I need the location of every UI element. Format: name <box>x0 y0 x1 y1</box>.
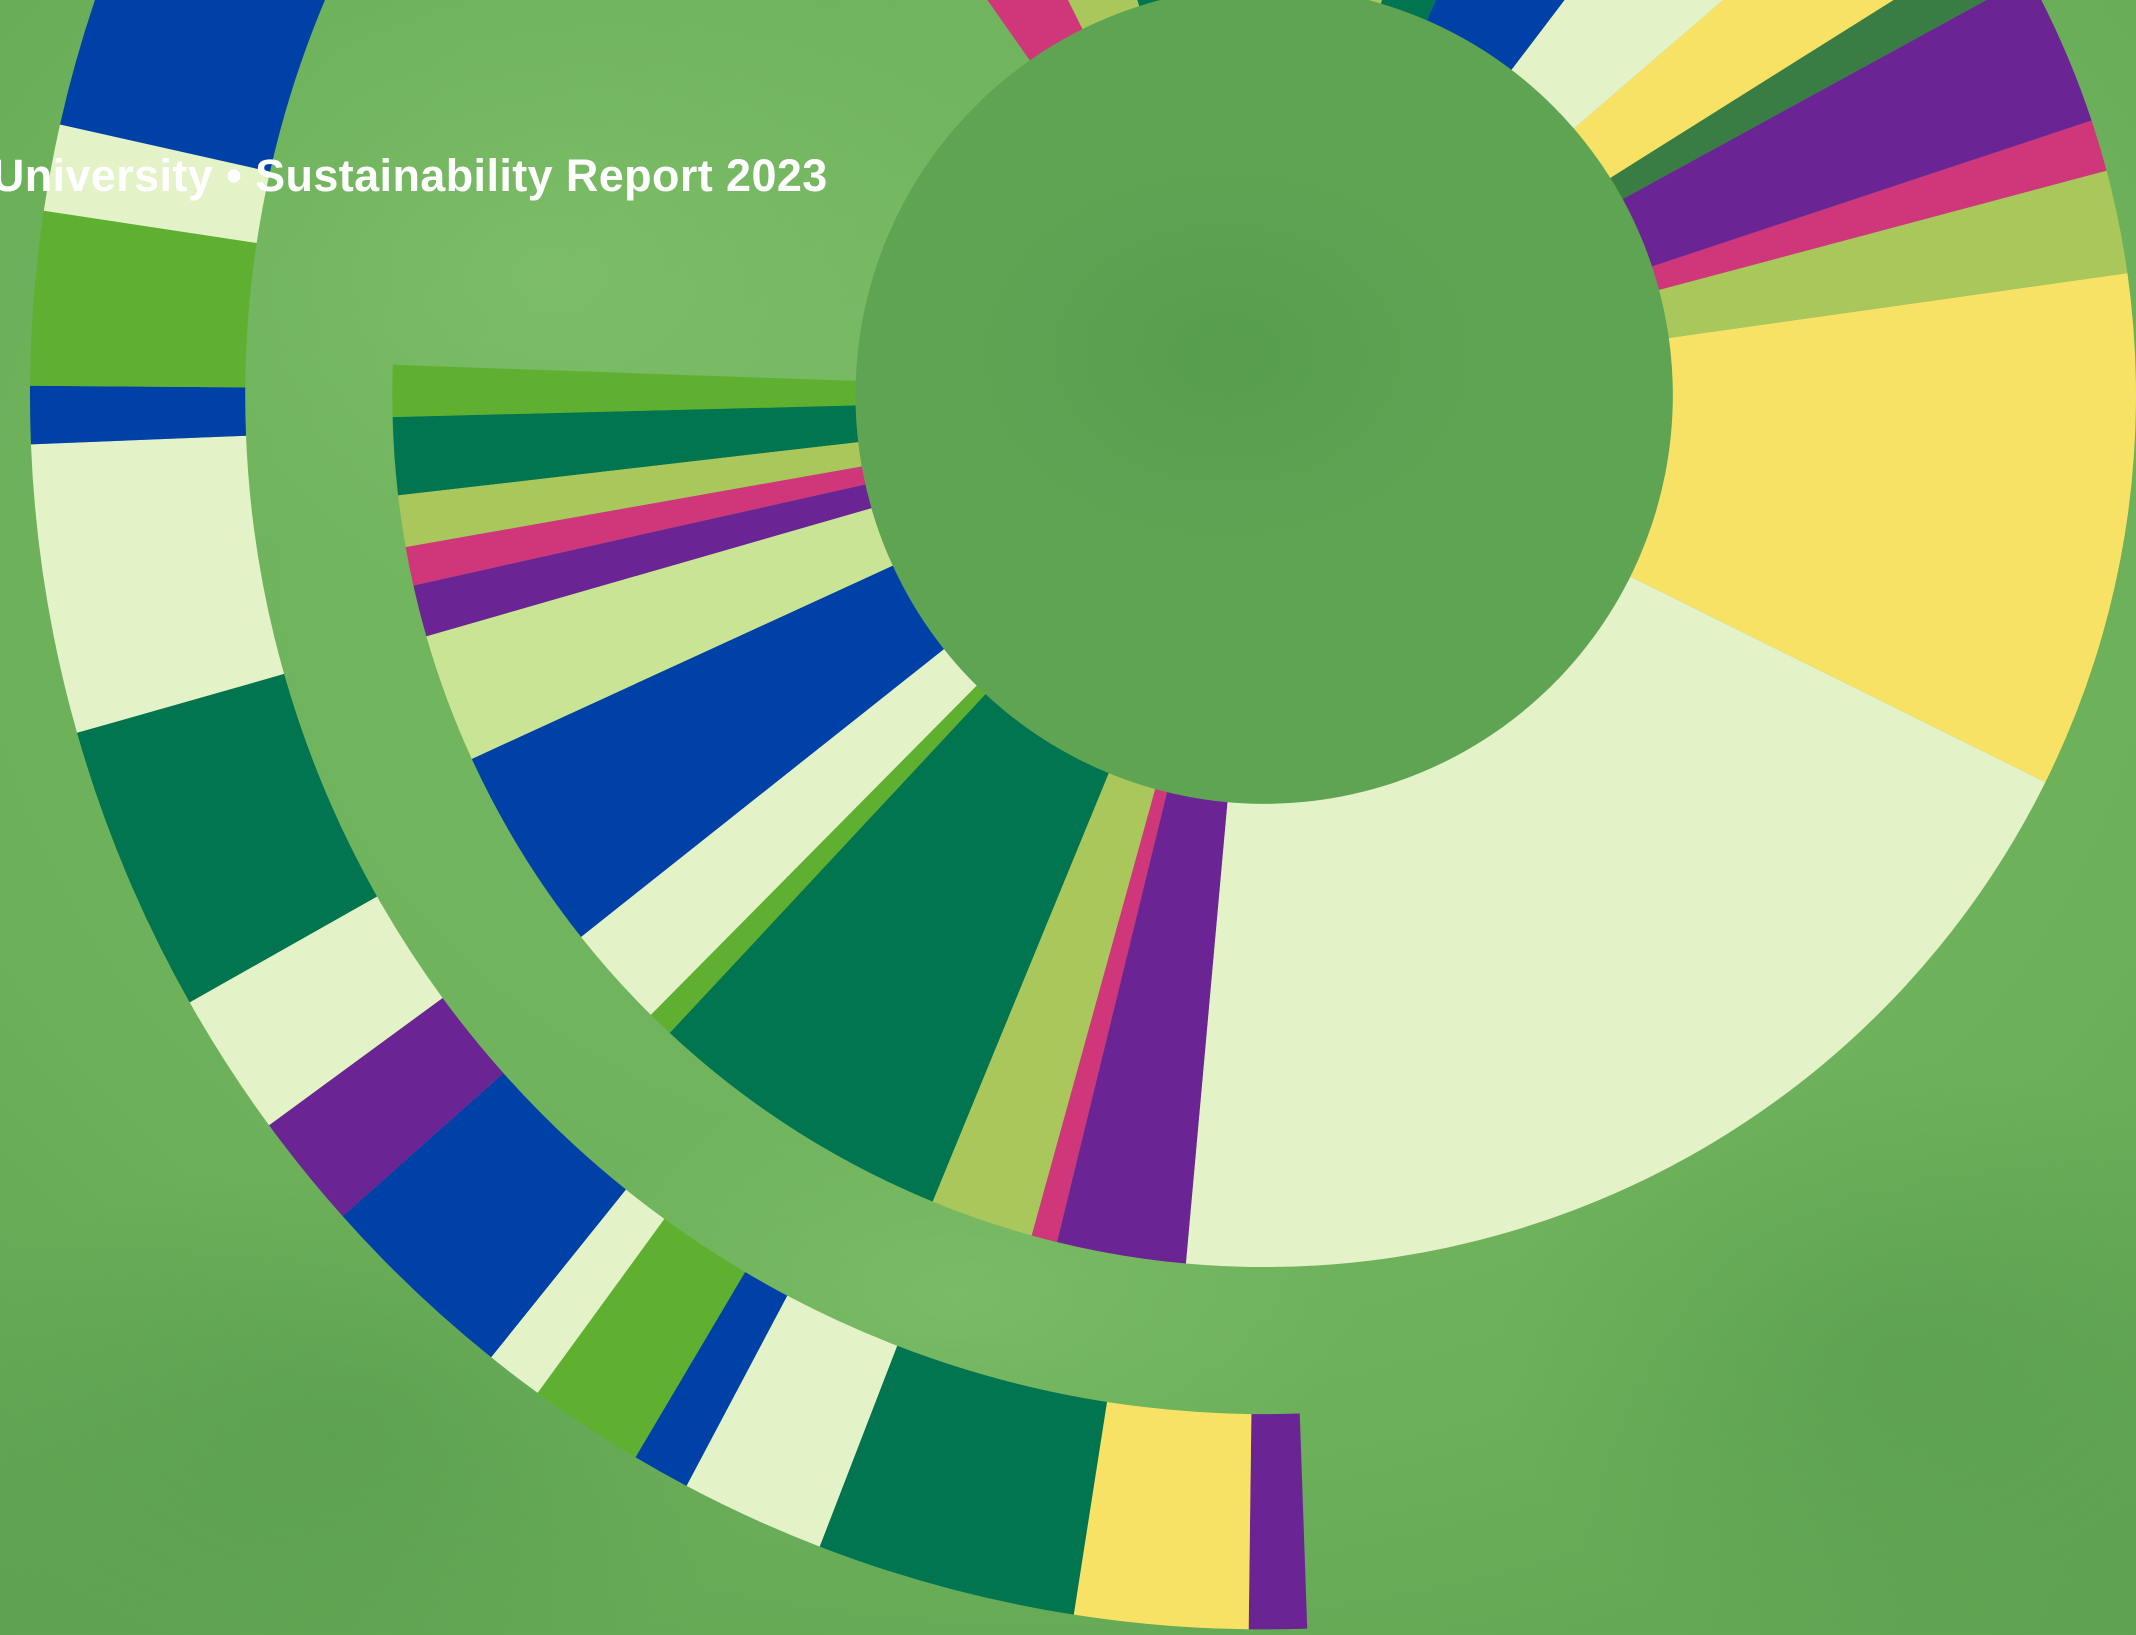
ring-segment <box>581 647 979 1015</box>
ring-segment <box>1627 273 2136 783</box>
ring-segment <box>932 770 1156 1236</box>
ring-segment <box>1656 170 2128 339</box>
ring-segment <box>650 683 988 1033</box>
ring-segment <box>30 210 257 388</box>
ring-segment <box>426 507 896 759</box>
ring-segment <box>60 0 325 172</box>
ring-segment <box>189 896 443 1126</box>
ring-segment <box>1248 1413 1308 1630</box>
ring-segment <box>819 1345 1107 1615</box>
ring-segment <box>1620 0 2092 268</box>
ring-segment <box>342 1073 626 1358</box>
ring-segment <box>405 465 869 586</box>
ring-segment <box>1073 1401 1252 1630</box>
ring-segment <box>987 0 1084 63</box>
ring-segment <box>77 673 378 1003</box>
ring-segment <box>29 385 247 445</box>
ring-segment <box>1607 0 1987 201</box>
ring-segment <box>413 483 875 637</box>
ring-segment <box>1031 786 1168 1243</box>
ring-segment <box>1649 120 2107 291</box>
ring-segment <box>537 1218 746 1458</box>
ring-segment <box>392 405 861 496</box>
ring-segment <box>1380 0 1436 23</box>
ring-segment <box>669 692 1110 1202</box>
ring-segment <box>1509 0 1724 131</box>
ring-segment <box>1067 0 1141 32</box>
center-cloud <box>953 150 1499 559</box>
background-cloud <box>1498 1062 2136 1635</box>
ring-segment <box>686 1295 898 1547</box>
ring-segment <box>1057 789 1228 1264</box>
ring-segment <box>1571 0 1894 180</box>
ring-graphic <box>29 0 2136 1630</box>
report-title: University • Sustainability Report 2023 <box>0 150 828 201</box>
ring-segment <box>635 1272 788 1486</box>
ring-segment <box>398 441 865 548</box>
ring-segment <box>1185 575 2046 1268</box>
ring-segment <box>43 124 271 243</box>
ring-segment <box>491 1189 665 1393</box>
ring-segment <box>392 364 859 418</box>
ring-segment <box>30 435 285 733</box>
ring-segment <box>471 564 947 937</box>
ring-segment <box>269 997 504 1217</box>
ring-segment <box>1425 0 1565 73</box>
